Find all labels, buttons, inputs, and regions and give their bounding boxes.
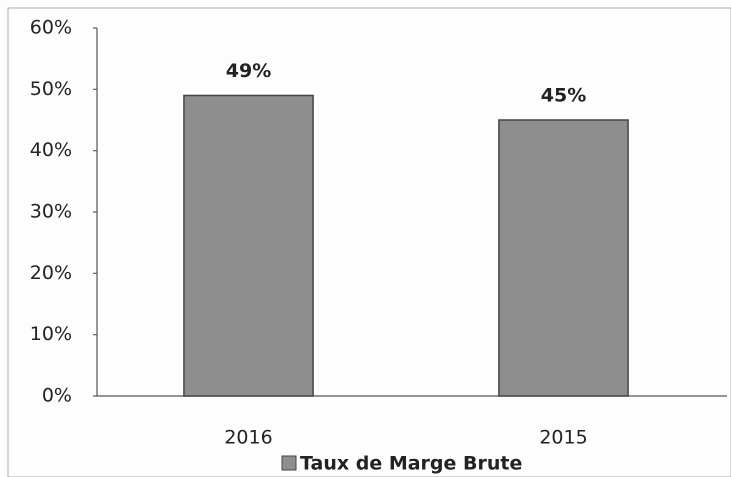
y-tick-label: 40%	[30, 139, 72, 161]
x-tick-label: 2016	[224, 427, 272, 449]
y-tick-label: 0%	[42, 385, 72, 407]
bar	[498, 119, 629, 397]
chart-border	[7, 7, 731, 477]
bar	[183, 94, 314, 397]
y-tick-label: 50%	[30, 78, 72, 100]
legend-swatch	[281, 455, 297, 471]
legend-label: Taux de Marge Brute	[300, 453, 522, 475]
data-label: 49%	[226, 60, 271, 82]
data-label: 45%	[541, 85, 586, 107]
y-tick-label: 10%	[30, 323, 72, 345]
x-tick-label: 2015	[539, 427, 587, 449]
y-tick-label: 30%	[30, 201, 72, 223]
y-tick-label: 60%	[30, 17, 72, 39]
y-tick-label: 20%	[30, 262, 72, 284]
